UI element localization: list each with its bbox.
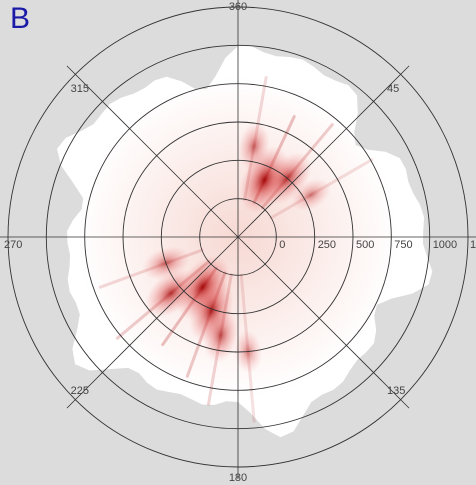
angle-tick-label: 270 xyxy=(4,239,22,251)
angle-tick-label: 135 xyxy=(387,385,405,397)
radial-tick-label: 500 xyxy=(356,239,374,251)
coverage-area xyxy=(57,46,433,438)
heat-spot xyxy=(290,178,332,212)
radial-tick-label: 750 xyxy=(394,239,412,251)
radial-tick-label: 1000 xyxy=(433,239,457,251)
angular-gridline xyxy=(237,236,410,409)
angle-tick-label: 45 xyxy=(387,83,399,95)
angle-tick-label: 315 xyxy=(71,83,89,95)
tick-labels: 360 45 135 180 225 270 315 0 250 500 750 1000 12 xyxy=(4,1,476,484)
panel-label: B xyxy=(10,2,31,35)
angular-gridline xyxy=(66,236,239,409)
radial-tick-label: 0 xyxy=(279,239,285,251)
radial-tick-label: 250 xyxy=(318,239,336,251)
angle-tick-label: 225 xyxy=(71,385,89,397)
heat-spot xyxy=(238,121,270,171)
radial-tick-label: 12 xyxy=(470,239,476,251)
heat-spot xyxy=(144,268,198,318)
angle-tick-label: 360 xyxy=(229,1,247,13)
angle-tick-label: 180 xyxy=(229,472,247,484)
angular-gridline xyxy=(237,65,410,238)
angular-gridline xyxy=(66,65,239,238)
